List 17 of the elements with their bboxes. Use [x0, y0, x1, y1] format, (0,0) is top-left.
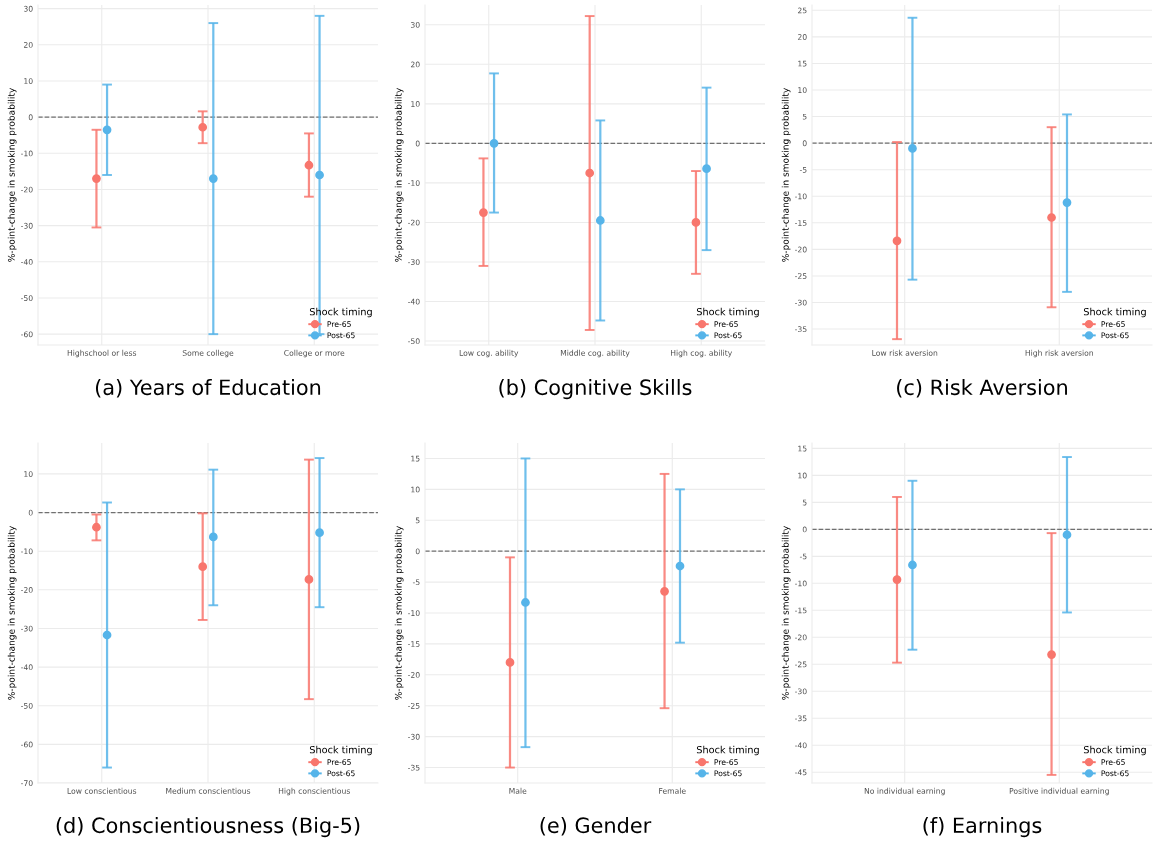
text: (f) Earnings — [923, 817, 1042, 838]
text: (d) Conscientiousness (Big-5) — [56, 817, 360, 838]
y-axis-title: %-point-change in smoking probability — [394, 525, 404, 700]
text: (c) Risk Aversion — [897, 379, 1067, 398]
y-axis-title: %-point-change in smoking probability — [7, 525, 17, 700]
y-axis-title: %-point-change in smoking probability — [7, 87, 17, 262]
legend-title: Shock timing — [1083, 307, 1146, 318]
legend-title: Shock timing — [1083, 745, 1146, 756]
text: (a) Years of Education — [95, 379, 321, 398]
legend-title: Shock timing — [696, 307, 759, 318]
legend-title: Shock timing — [309, 745, 372, 756]
legend-title: Shock timing — [696, 745, 759, 756]
text: (b) Cognitive Skills — [499, 379, 692, 400]
y-axis-title: %-point-change in smoking probability — [394, 87, 404, 262]
y-axis-title: %-point-change in smoking probability — [781, 87, 791, 262]
text: (e) Gender — [540, 817, 652, 836]
y-axis-title: %-point-change in smoking probability — [781, 525, 791, 700]
